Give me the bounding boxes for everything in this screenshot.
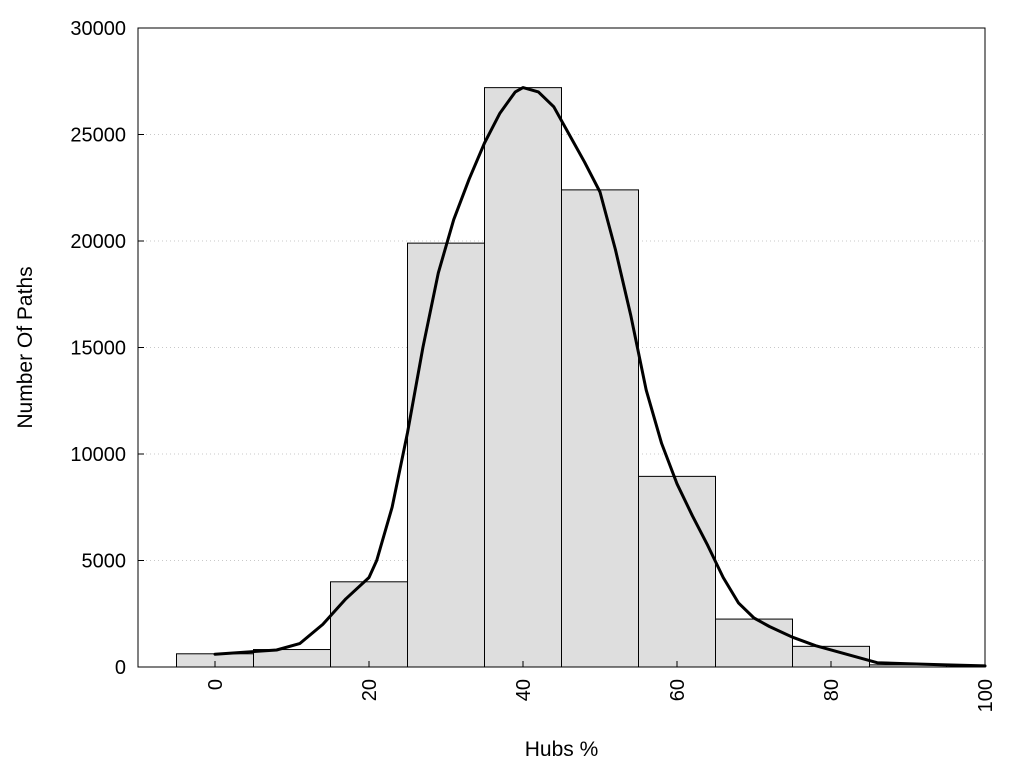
y-tick-label: 30000 (70, 18, 126, 40)
y-tick-label: 0 (115, 657, 126, 679)
y-tick-label: 5000 (82, 551, 127, 573)
histogram-bar (638, 475, 716, 668)
x-tick-label: 20 (359, 679, 381, 701)
y-tick-label: 15000 (70, 338, 126, 360)
x-axis-ticks: 0 20 40 60 80 100 (205, 661, 997, 712)
histogram-bars (176, 87, 947, 668)
density-curve (213, 86, 987, 668)
y-axis-title: Number Of Paths (14, 266, 37, 428)
x-tick-label: 60 (667, 679, 689, 701)
histogram-bar (715, 618, 793, 668)
x-axis-title: Hubs % (525, 738, 599, 761)
density-curve-layer (213, 86, 987, 668)
histogram-bar (330, 581, 408, 668)
x-tick-label: 40 (513, 679, 535, 701)
x-tick-label: 80 (821, 679, 843, 701)
histogram-bar (561, 189, 639, 668)
x-tick-label: 100 (975, 679, 997, 712)
y-tick-label: 10000 (70, 444, 126, 466)
histogram-bar (407, 242, 485, 668)
y-tick-label: 20000 (70, 231, 126, 253)
x-tick-label: 0 (205, 679, 227, 690)
y-tick-label: 25000 (70, 125, 126, 147)
histogram-bar (484, 87, 562, 668)
y-axis-ticks: 0 5000 10000 15000 20000 25000 30000 (70, 18, 144, 679)
